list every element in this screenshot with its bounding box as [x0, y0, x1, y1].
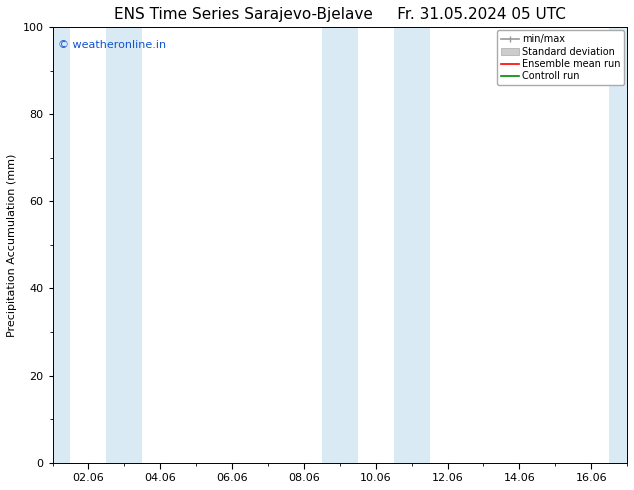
Title: ENS Time Series Sarajevo-Bjelave     Fr. 31.05.2024 05 UTC: ENS Time Series Sarajevo-Bjelave Fr. 31.… [114, 7, 566, 22]
Text: © weatheronline.in: © weatheronline.in [58, 40, 166, 50]
Bar [107, 27, 142, 463]
Bar [53, 27, 70, 463]
Bar [394, 27, 430, 463]
Legend: min/max, Standard deviation, Ensemble mean run, Controll run: min/max, Standard deviation, Ensemble me… [498, 30, 624, 85]
Bar [322, 27, 358, 463]
Bar [609, 27, 627, 463]
Y-axis label: Precipitation Accumulation (mm): Precipitation Accumulation (mm) [7, 153, 17, 337]
